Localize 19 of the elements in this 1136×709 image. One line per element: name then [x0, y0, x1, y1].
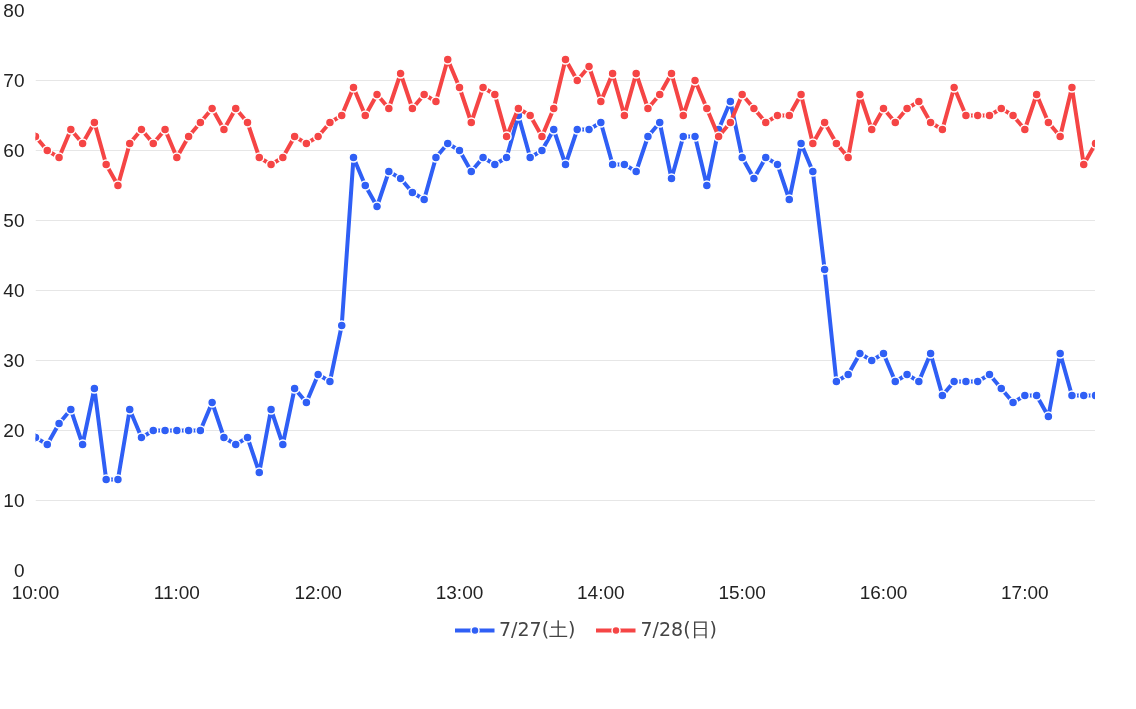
y-tick-label: 20 — [3, 420, 25, 441]
y-tick-label: 80 — [3, 0, 25, 21]
x-tick-label: 17:00 — [1001, 581, 1049, 603]
y-tick-label: 0 — [13, 560, 25, 581]
legend-label: 7/28(日) — [640, 617, 717, 642]
y-tick-label: 30 — [3, 350, 25, 371]
y-tick-label: 40 — [3, 280, 25, 301]
x-tick-label: 16:00 — [859, 581, 908, 603]
y-tick-label: 50 — [3, 210, 25, 231]
x-tick-label: 11:00 — [153, 581, 200, 603]
legend-label: 7/27(土) — [499, 617, 576, 642]
x-tick-label: 12:00 — [294, 581, 342, 603]
x-tick-label: 14:00 — [577, 581, 625, 603]
x-tick-label: 10:00 — [11, 581, 60, 603]
y-tick-label: 60 — [3, 140, 25, 161]
y-tick-label: 70 — [3, 70, 25, 91]
x-tick-label: 13:00 — [435, 581, 484, 603]
x-tick-label: 15:00 — [718, 581, 766, 603]
y-tick-label: 10 — [3, 490, 25, 511]
